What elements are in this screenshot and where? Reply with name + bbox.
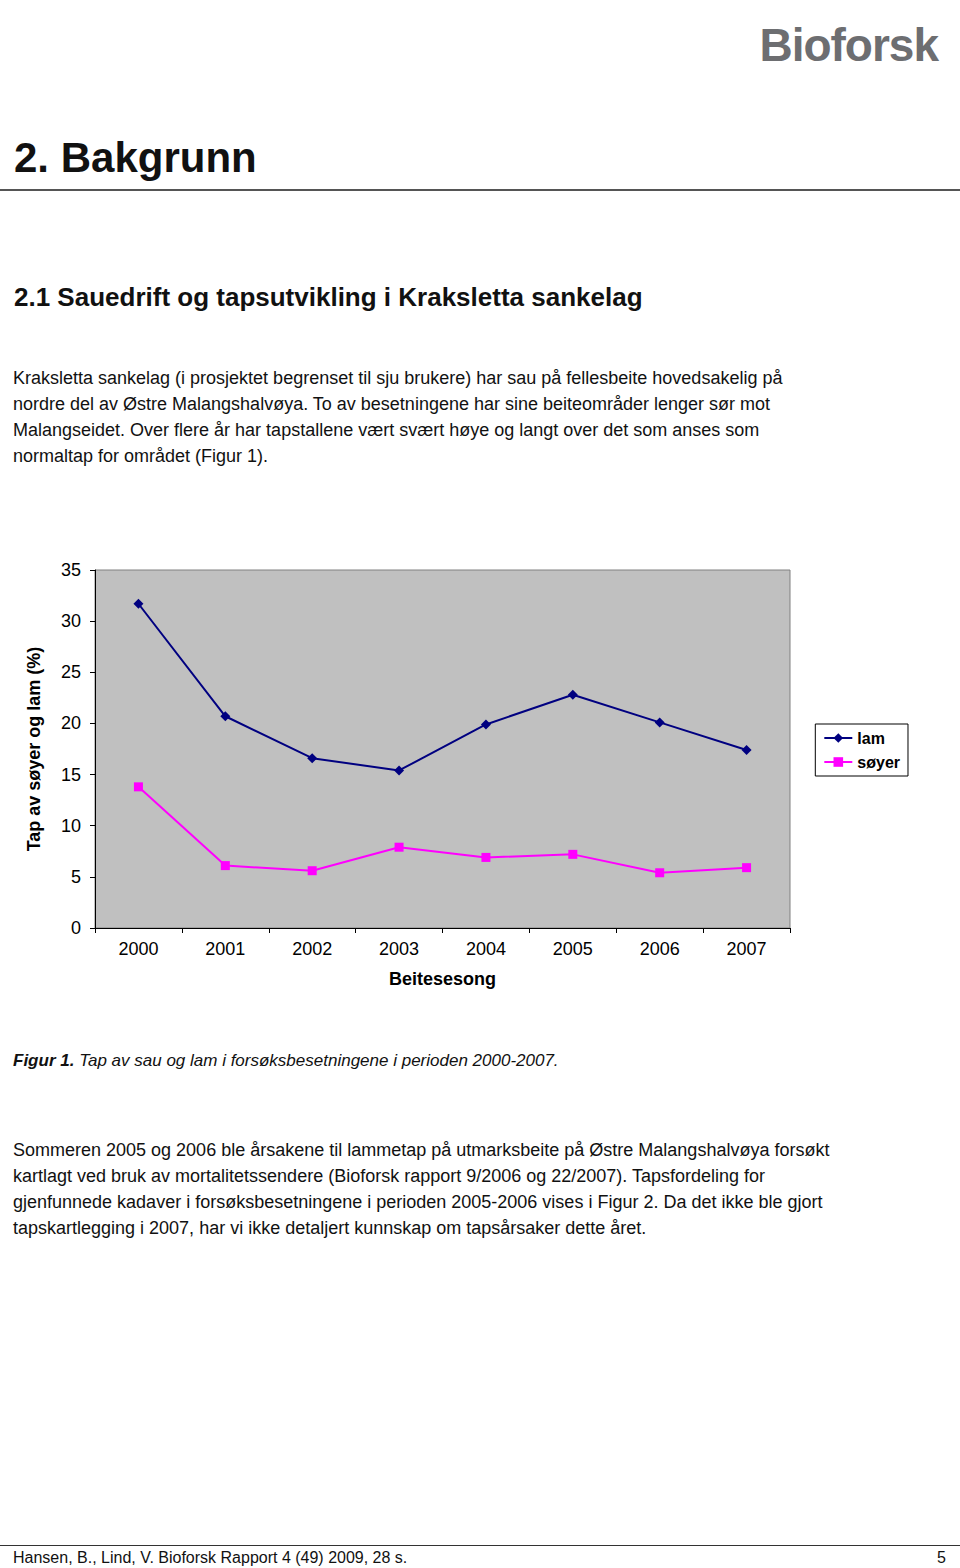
svg-text:2001: 2001 xyxy=(205,939,245,959)
svg-text:2004: 2004 xyxy=(466,939,506,959)
svg-text:20: 20 xyxy=(61,713,81,733)
html-text:gjenfunnede kadaver i forsøksb: gjenfunnede kadaver i forsøksbesetningen… xyxy=(13,1192,823,1212)
html-text:nordre del av Østre Malangshal: nordre del av Østre Malangshalvøya. To a… xyxy=(13,394,771,414)
html-text:Bioforsk: Bioforsk xyxy=(759,19,938,71)
svg-text:2003: 2003 xyxy=(379,939,419,959)
html-text:Kraksletta sankelag (i prosjek: Kraksletta sankelag (i prosjektet begren… xyxy=(13,368,783,388)
html-text:normaltap for området (Figur 1: normaltap for området (Figur 1). xyxy=(13,446,269,466)
svg-text:2006: 2006 xyxy=(640,939,680,959)
html-text:Figur 1. Tap av sau og lam i f: Figur 1. Tap av sau og lam i forsøksbese… xyxy=(13,1051,559,1070)
html-text:kartlagt ved bruk av mortalite: kartlagt ved bruk av mortalitetssendere … xyxy=(13,1166,766,1186)
svg-text:2002: 2002 xyxy=(292,939,332,959)
svg-text:Beitesesong: Beitesesong xyxy=(389,969,496,989)
svg-text:10: 10 xyxy=(61,816,81,836)
html-text:2. Bakgrunn: 2. Bakgrunn xyxy=(14,134,257,181)
svg-text:Tap av søyer og lam (%): Tap av søyer og lam (%) xyxy=(24,647,44,852)
svg-text:35: 35 xyxy=(61,560,81,580)
html-text:Sommeren 2005 og 2006 ble årsa: Sommeren 2005 og 2006 ble årsakene til l… xyxy=(13,1140,830,1160)
html-text:Hansen, B., Lind, V. Bioforsk: Hansen, B., Lind, V. Bioforsk Rapport 4 … xyxy=(13,1549,408,1566)
svg-text:2000: 2000 xyxy=(118,939,158,959)
svg-text:25: 25 xyxy=(61,662,81,682)
svg-text:0: 0 xyxy=(71,918,81,938)
svg-text:2005: 2005 xyxy=(553,939,593,959)
html-text:5: 5 xyxy=(937,1549,946,1566)
svg-text:2007: 2007 xyxy=(727,939,767,959)
svg-text:15: 15 xyxy=(61,765,81,785)
html-text:2.1 Sauedrift og tapsutvikling: 2.1 Sauedrift og tapsutvikling i Kraksle… xyxy=(14,282,643,312)
svg-text:lam: lam xyxy=(857,730,885,747)
html-text:tapskartlegging i 2007, har vi: tapskartlegging i 2007, har vi ikke deta… xyxy=(13,1218,647,1238)
svg-text:søyer: søyer xyxy=(857,754,900,771)
svg-text:5: 5 xyxy=(71,867,81,887)
html-text:Malangseidet. Over flere år ha: Malangseidet. Over flere år har tapstall… xyxy=(13,420,760,440)
svg-text:30: 30 xyxy=(61,611,81,631)
